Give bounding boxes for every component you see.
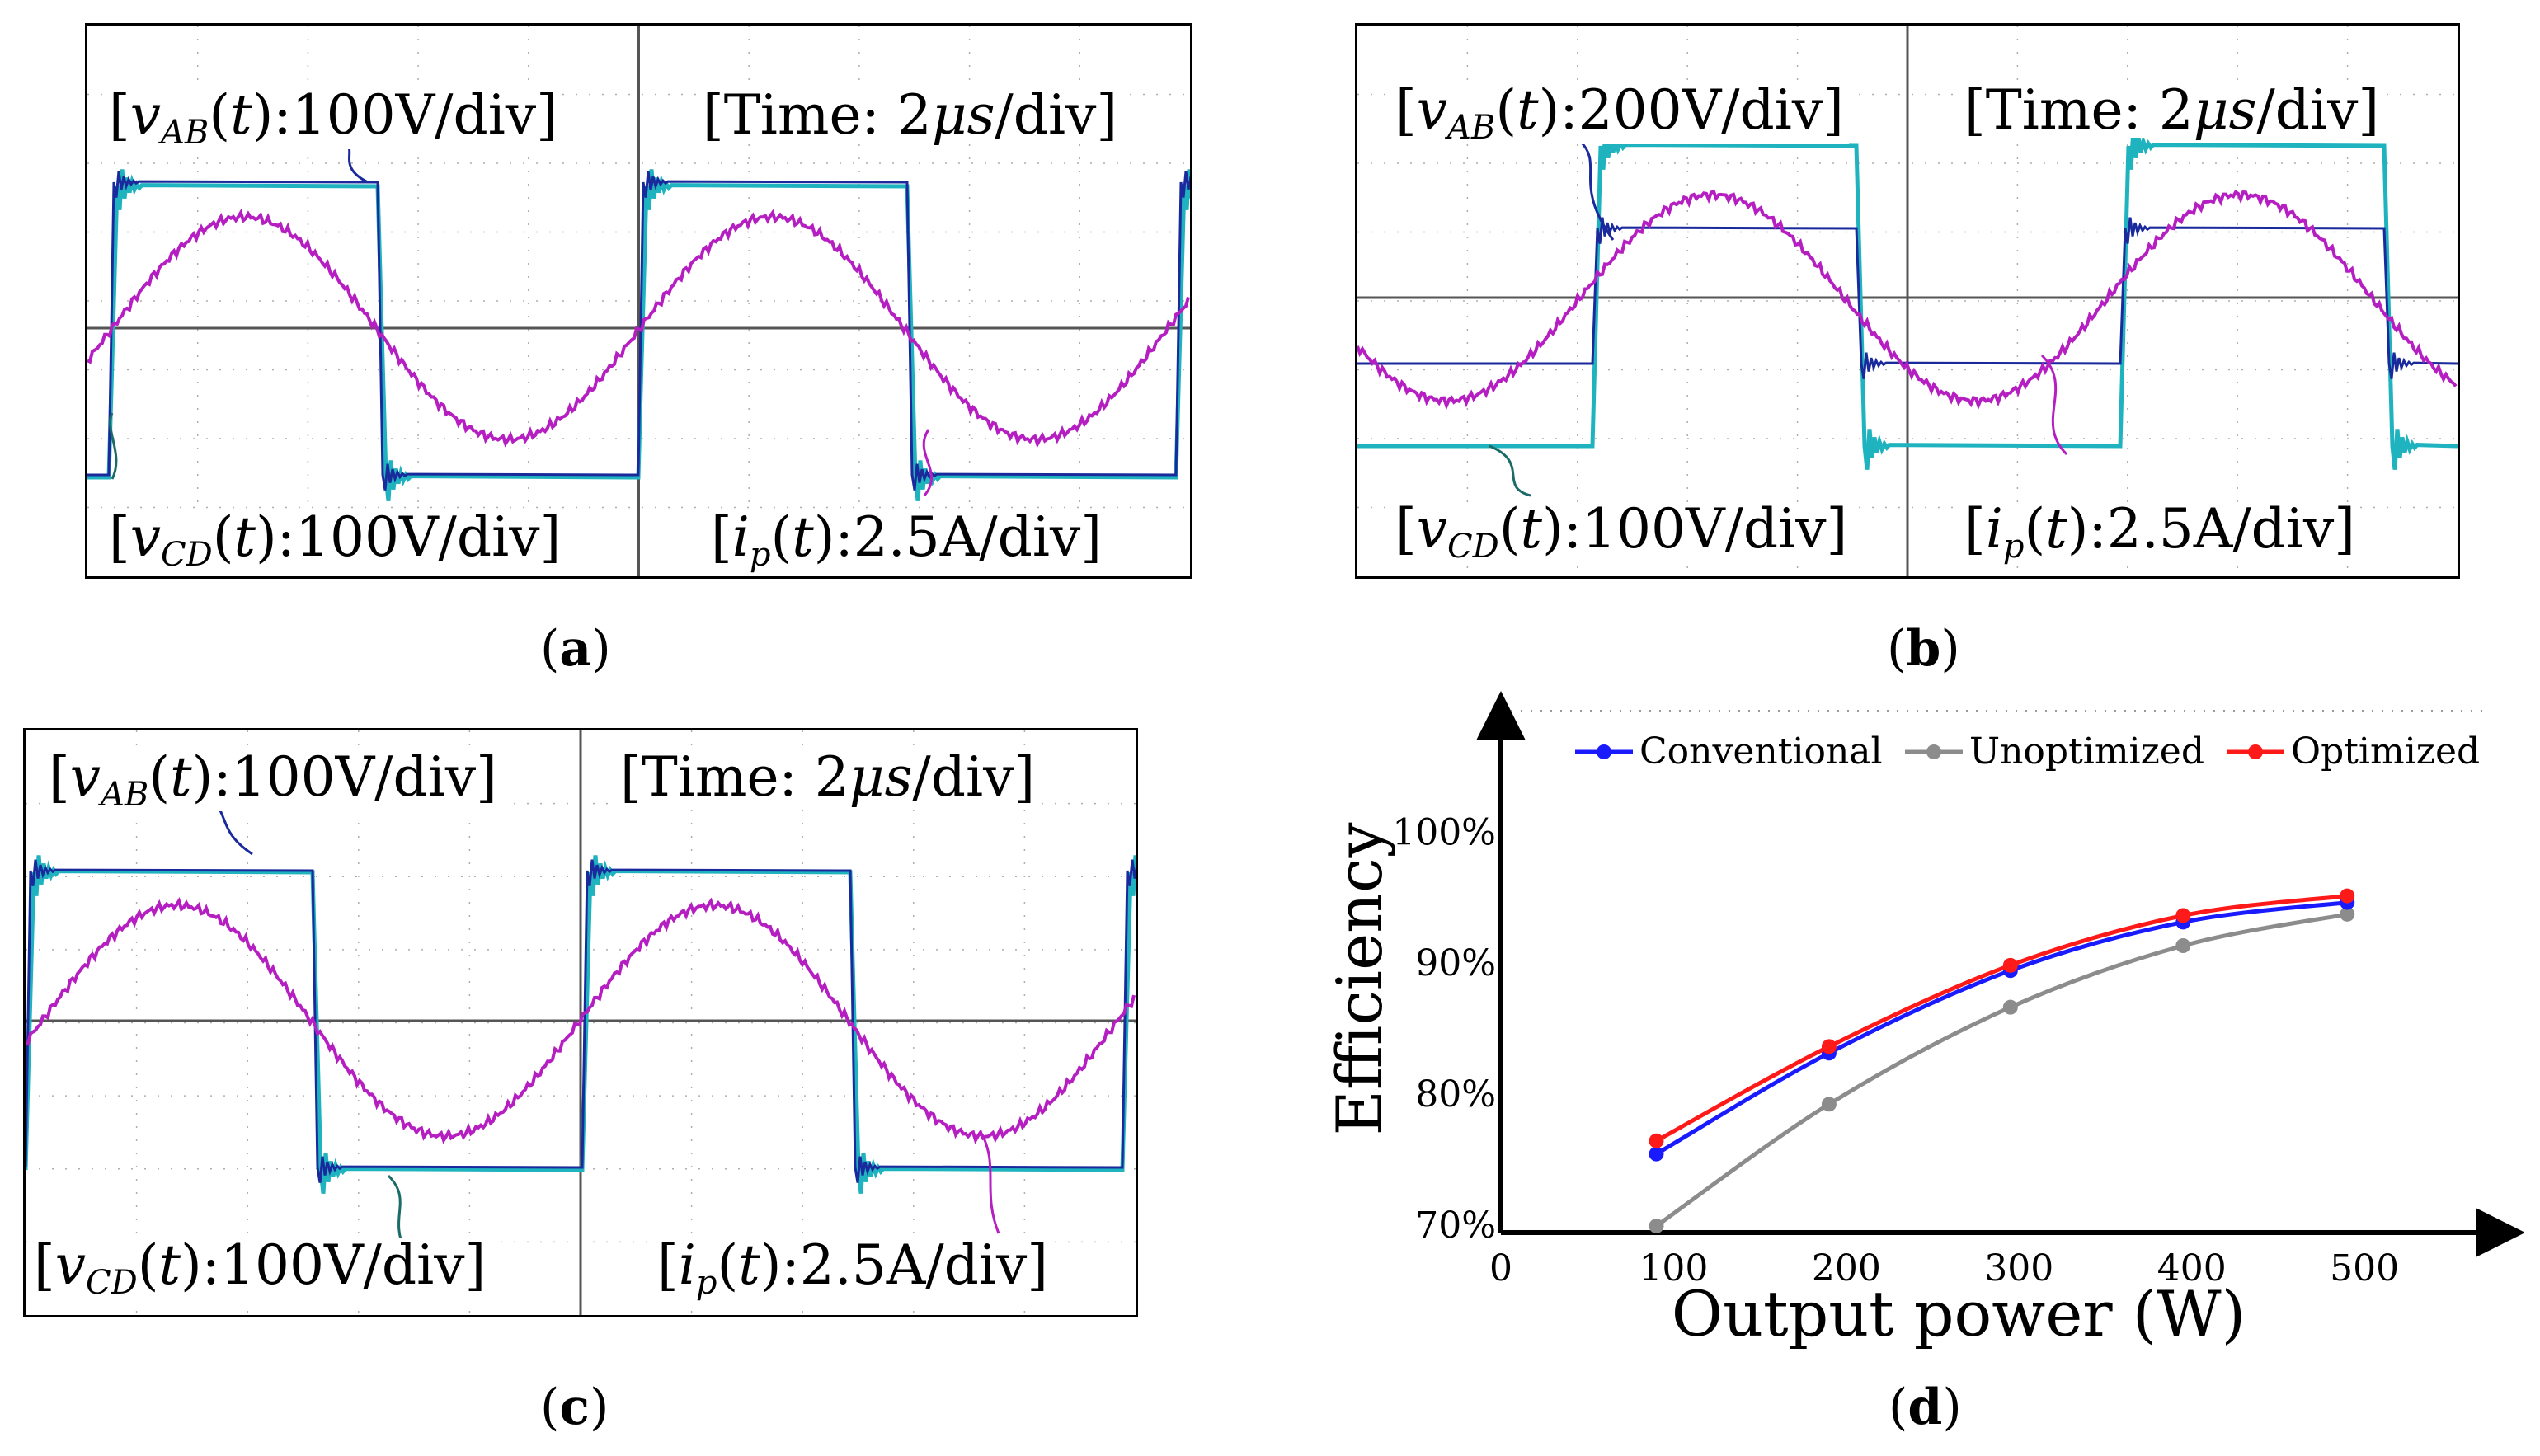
ip-label-b: [ip(t):2.5A/div] (1959, 502, 2361, 563)
legend-label-unoptimized: Unoptimized (1969, 730, 2204, 773)
scope-panel-b: [vAB(t):200V/div] [Time: 2μs/div] [vCD(t… (1355, 23, 2460, 579)
label-leader (109, 412, 118, 480)
data-point-optimized (1649, 1133, 1664, 1148)
y-tick-label: 70% (1415, 1205, 1496, 1247)
data-point-unoptimized (2002, 999, 2018, 1015)
vcd-label-b: [vCD(t):100V/div] (1390, 502, 1853, 563)
legend-label-conventional: Conventional (1639, 730, 1883, 773)
x-tick-label: 100 (1639, 1247, 1708, 1289)
scope-panel-c: [vAB(t):100V/div] [Time: 2μs/div] [vCD(t… (23, 728, 1138, 1317)
y-tick-label: 90% (1415, 942, 1496, 984)
caption-d: (d) (1889, 1379, 1962, 1436)
data-point-unoptimized (1649, 1219, 1664, 1234)
time-label-a: [Time: 2μs/div] (698, 88, 1123, 143)
data-point-unoptimized (1821, 1097, 1837, 1112)
series-line-unoptimized (1655, 912, 2348, 1228)
x-tick-label: 300 (1984, 1247, 2053, 1289)
x-tick-label: 0 (1489, 1247, 1512, 1289)
label-leader (922, 429, 933, 496)
data-point-optimized (2340, 888, 2355, 904)
scope-panel-a: [vAB(t):100V/div] [Time: 2μs/div] [vCD(t… (85, 23, 1192, 579)
caption-c: (c) (540, 1379, 609, 1436)
series-line-conventional (1655, 900, 2348, 1156)
x-tick-label: 500 (2330, 1247, 2399, 1289)
x-tick-label: 400 (2157, 1247, 2227, 1289)
ip-waveform (1357, 189, 2458, 411)
vcd-waveform (87, 169, 1190, 501)
label-leader (1578, 139, 1615, 241)
data-point-optimized (1821, 1039, 1837, 1054)
time-label-c: [Time: 2μs/div] (615, 750, 1041, 805)
legend-marker-unoptimized (1926, 744, 1941, 759)
ip-waveform (26, 897, 1136, 1145)
vab-label-a: [vAB(t):100V/div] (104, 88, 562, 149)
data-point-optimized (2175, 908, 2191, 923)
time-label-b: [Time: 2μs/div] (1959, 83, 2385, 138)
label-leader (1489, 444, 1531, 497)
scope-svg-c (26, 730, 1136, 1315)
efficiency-chart: 0 100 200 300 400 500 70% 80% 90% 100% Output powe… (1323, 691, 2524, 1350)
data-point-unoptimized (2175, 938, 2191, 953)
y-axis-title: Efficiency (1323, 822, 1396, 1135)
label-leader (2040, 354, 2068, 456)
vcd-waveform (26, 855, 1136, 1194)
vab-label-c: [vAB(t):100V/div] (44, 750, 502, 811)
data-point-optimized (2002, 957, 2018, 973)
ip-label-a: [ip(t):2.5A/div] (706, 510, 1108, 571)
vcd-label-a: [vCD(t):100V/div] (104, 510, 567, 571)
y-tick-label: 80% (1415, 1073, 1496, 1115)
x-axis-title: Output power (W) (1672, 1277, 2246, 1350)
caption-a: (a) (540, 620, 611, 678)
vab-label-b: [vAB(t):200V/div] (1390, 83, 1849, 144)
caption-b: (b) (1887, 620, 1960, 678)
legend-marker-optimized (2248, 744, 2263, 759)
vcd-label-c: [vCD(t):100V/div] (29, 1238, 492, 1299)
vab-waveform (87, 171, 1190, 491)
data-point-conventional (1649, 1146, 1664, 1162)
ip-waveform (87, 209, 1190, 449)
vab-waveform (1357, 217, 2458, 379)
label-leader (981, 1134, 1000, 1234)
y-tick-label: 100% (1392, 811, 1496, 853)
legend-label-optimized: Optimized (2291, 730, 2480, 773)
vab-waveform (26, 859, 1136, 1183)
legend-marker-conventional (1597, 744, 1611, 759)
ip-label-c: [ip(t):2.5A/div] (652, 1238, 1054, 1299)
x-tick-label: 200 (1812, 1247, 1881, 1289)
data-point-unoptimized (2340, 906, 2355, 922)
